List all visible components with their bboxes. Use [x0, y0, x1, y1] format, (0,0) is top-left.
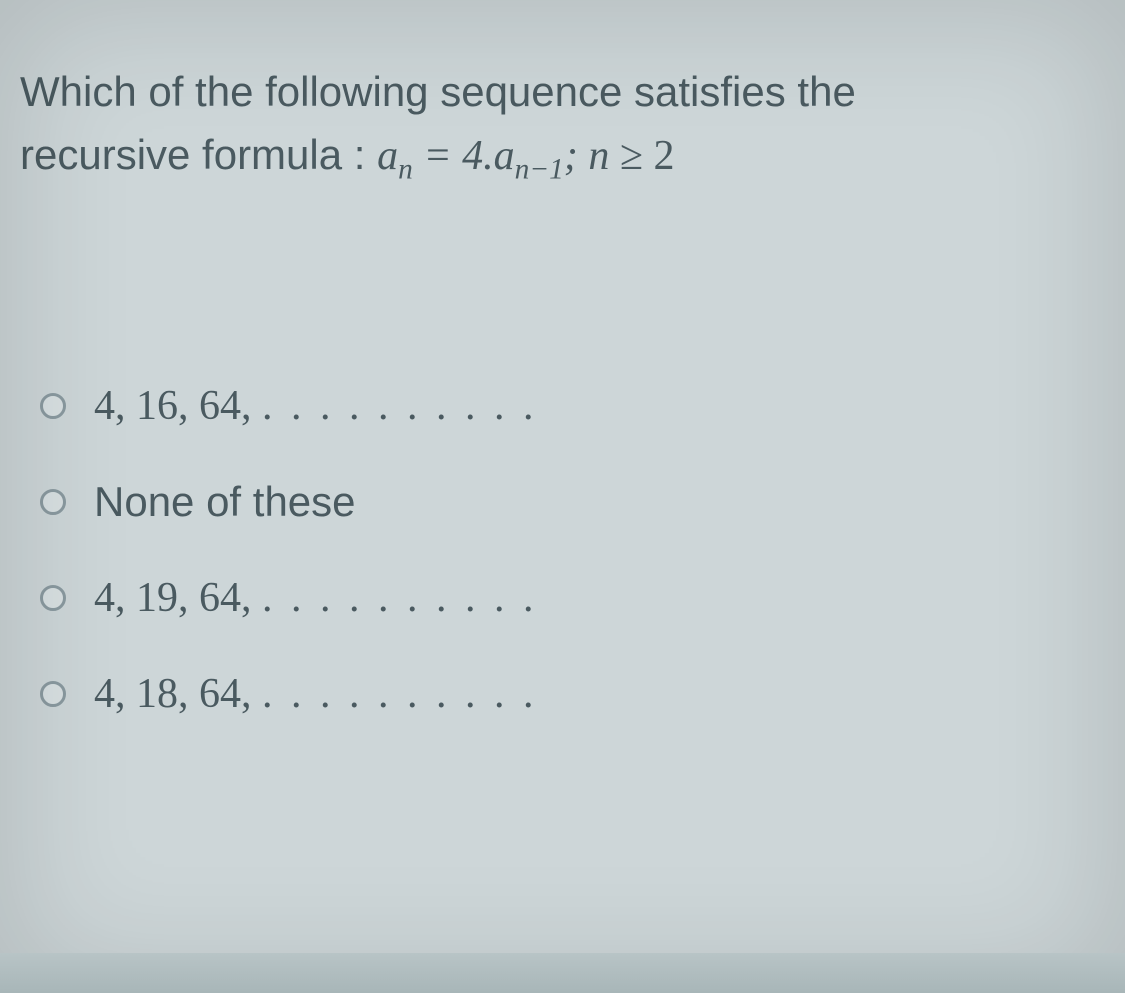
option-label: 4, 18, 64, . . . . . . . . . . — [94, 670, 538, 718]
radio-icon[interactable] — [40, 585, 66, 611]
option-1[interactable]: 4, 16, 64, . . . . . . . . . . — [40, 382, 1105, 430]
options-list: 4, 16, 64, . . . . . . . . . . None of t… — [20, 382, 1105, 718]
radio-icon[interactable] — [40, 681, 66, 707]
option-2[interactable]: None of these — [40, 478, 1105, 526]
radio-icon[interactable] — [40, 393, 66, 419]
radio-icon[interactable] — [40, 489, 66, 515]
option-label: 4, 19, 64, . . . . . . . . . . — [94, 574, 538, 622]
question-text: Which of the following sequence satisfie… — [20, 60, 1105, 192]
option-3[interactable]: 4, 19, 64, . . . . . . . . . . — [40, 574, 1105, 622]
question-line1: Which of the following sequence satisfie… — [20, 68, 856, 115]
option-label: None of these — [94, 478, 356, 526]
question-line2-prefix: recursive formula : — [20, 131, 377, 178]
option-label: 4, 16, 64, . . . . . . . . . . — [94, 382, 538, 430]
recursive-formula: an = 4.an−1; n ≥ 2 — [377, 133, 674, 179]
option-4[interactable]: 4, 18, 64, . . . . . . . . . . — [40, 670, 1105, 718]
